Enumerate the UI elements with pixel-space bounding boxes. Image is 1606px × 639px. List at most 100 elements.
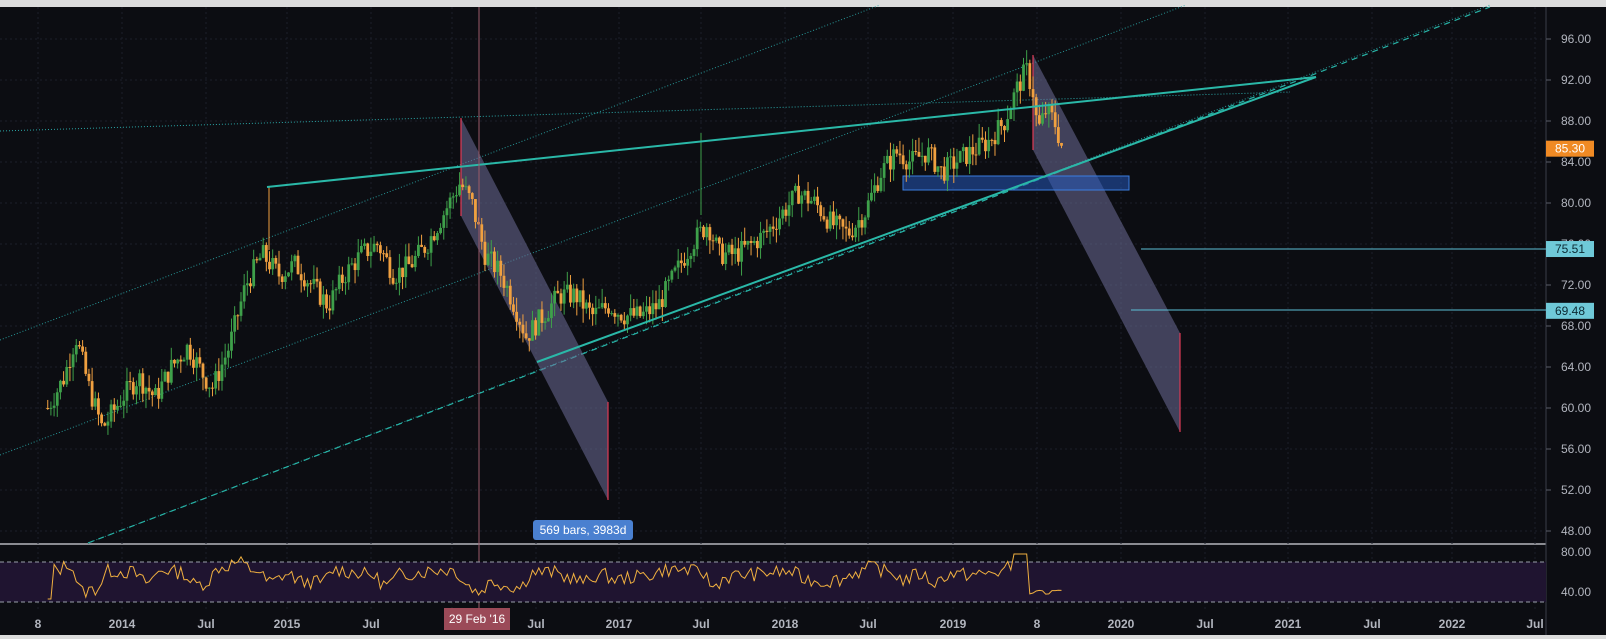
candle-body bbox=[698, 226, 702, 228]
candle-body bbox=[933, 147, 937, 172]
candle-body bbox=[927, 147, 930, 163]
time-tick-label: 2020 bbox=[1108, 617, 1135, 631]
candle-body bbox=[679, 260, 683, 264]
candle-body bbox=[480, 224, 484, 242]
price-tick-label: 64.00 bbox=[1561, 360, 1591, 374]
candle-body bbox=[619, 314, 623, 321]
candle-body bbox=[695, 227, 699, 250]
candle-body bbox=[860, 220, 864, 228]
candle-body bbox=[603, 303, 607, 309]
support-zone-rect bbox=[902, 175, 1130, 191]
candle-body bbox=[882, 163, 886, 178]
candle-body bbox=[809, 200, 813, 204]
candle-body bbox=[217, 371, 221, 381]
candle-body bbox=[201, 363, 205, 378]
time-tick-label: 2014 bbox=[109, 617, 136, 631]
candle-body bbox=[569, 284, 572, 303]
candle-body bbox=[128, 381, 132, 383]
candle-body bbox=[109, 404, 113, 422]
price-tick-label: 88.00 bbox=[1561, 114, 1591, 128]
candle-body bbox=[572, 288, 576, 303]
candle-body bbox=[426, 252, 430, 254]
candle-body bbox=[597, 307, 601, 309]
dotted-resistance-line bbox=[0, 91, 1291, 132]
candle-body bbox=[898, 153, 902, 156]
time-tick-label: 2019 bbox=[940, 617, 967, 631]
candle-body bbox=[192, 359, 195, 368]
candle-body bbox=[46, 408, 50, 409]
candle-body bbox=[952, 156, 956, 169]
candle-body bbox=[245, 283, 249, 286]
candle-body bbox=[505, 285, 509, 288]
candle-body bbox=[638, 306, 642, 317]
candle-body bbox=[771, 226, 775, 229]
candle-body bbox=[740, 240, 743, 262]
candle-body bbox=[600, 303, 604, 308]
candle-body bbox=[363, 243, 366, 246]
candle-body bbox=[971, 146, 975, 155]
candle-body bbox=[736, 248, 740, 262]
candle-body bbox=[832, 211, 835, 226]
candle-body bbox=[1003, 126, 1006, 131]
candle-body bbox=[733, 248, 737, 255]
candle-body bbox=[917, 151, 921, 157]
candle-body bbox=[277, 263, 281, 277]
candle-body bbox=[670, 270, 674, 280]
candle-body bbox=[397, 267, 401, 283]
candle-body bbox=[122, 400, 126, 406]
candle-body bbox=[787, 205, 791, 216]
candle-body bbox=[182, 359, 186, 362]
candle-body bbox=[404, 256, 408, 278]
candle-body bbox=[575, 288, 579, 303]
candle-body bbox=[892, 149, 896, 170]
candle-body bbox=[382, 253, 385, 255]
candle-body bbox=[230, 331, 233, 351]
candle-body bbox=[302, 280, 306, 287]
candle-body bbox=[673, 267, 677, 271]
candle-body bbox=[654, 303, 658, 310]
candle-body bbox=[55, 392, 59, 406]
candle-body bbox=[923, 155, 927, 163]
candle-body bbox=[359, 245, 363, 253]
candle-body bbox=[762, 230, 766, 233]
candle-body bbox=[939, 166, 943, 168]
candle-body bbox=[252, 259, 256, 287]
candle-body bbox=[793, 185, 797, 191]
time-tick-label: Jul bbox=[859, 617, 876, 631]
candle-body bbox=[683, 263, 686, 266]
candle-body bbox=[439, 227, 442, 234]
candle-body bbox=[131, 382, 135, 395]
candle-body bbox=[169, 359, 173, 383]
bear-channel-1 bbox=[461, 118, 608, 500]
candle-body bbox=[179, 359, 183, 362]
candle-body bbox=[534, 320, 538, 336]
candle-body bbox=[721, 243, 724, 264]
price-tick-label: 72.00 bbox=[1561, 278, 1591, 292]
time-axis-bg bbox=[0, 610, 1546, 635]
candle-body bbox=[321, 294, 325, 305]
candle-body bbox=[895, 149, 899, 154]
candle-body bbox=[578, 290, 582, 303]
candle-body bbox=[84, 351, 88, 374]
candle-body bbox=[980, 137, 984, 140]
candle-body bbox=[135, 386, 138, 395]
candle-body bbox=[1060, 142, 1063, 146]
candle-body bbox=[185, 344, 189, 360]
candle-body bbox=[211, 387, 214, 389]
candle-body bbox=[1047, 105, 1051, 115]
candle-body bbox=[429, 236, 433, 253]
candle-body bbox=[78, 345, 81, 347]
candle-body bbox=[958, 151, 962, 163]
candle-body bbox=[103, 423, 107, 426]
candle-body bbox=[645, 306, 648, 312]
candle-body bbox=[502, 275, 506, 288]
candle-body bbox=[946, 157, 949, 181]
time-tick-label: Jul bbox=[1363, 617, 1380, 631]
price-tick-label: 84.00 bbox=[1561, 155, 1591, 169]
candle-body bbox=[116, 405, 119, 410]
candle-body bbox=[828, 211, 832, 229]
candle-body bbox=[249, 283, 252, 287]
candle-body bbox=[226, 350, 230, 358]
candle-body bbox=[173, 359, 176, 364]
